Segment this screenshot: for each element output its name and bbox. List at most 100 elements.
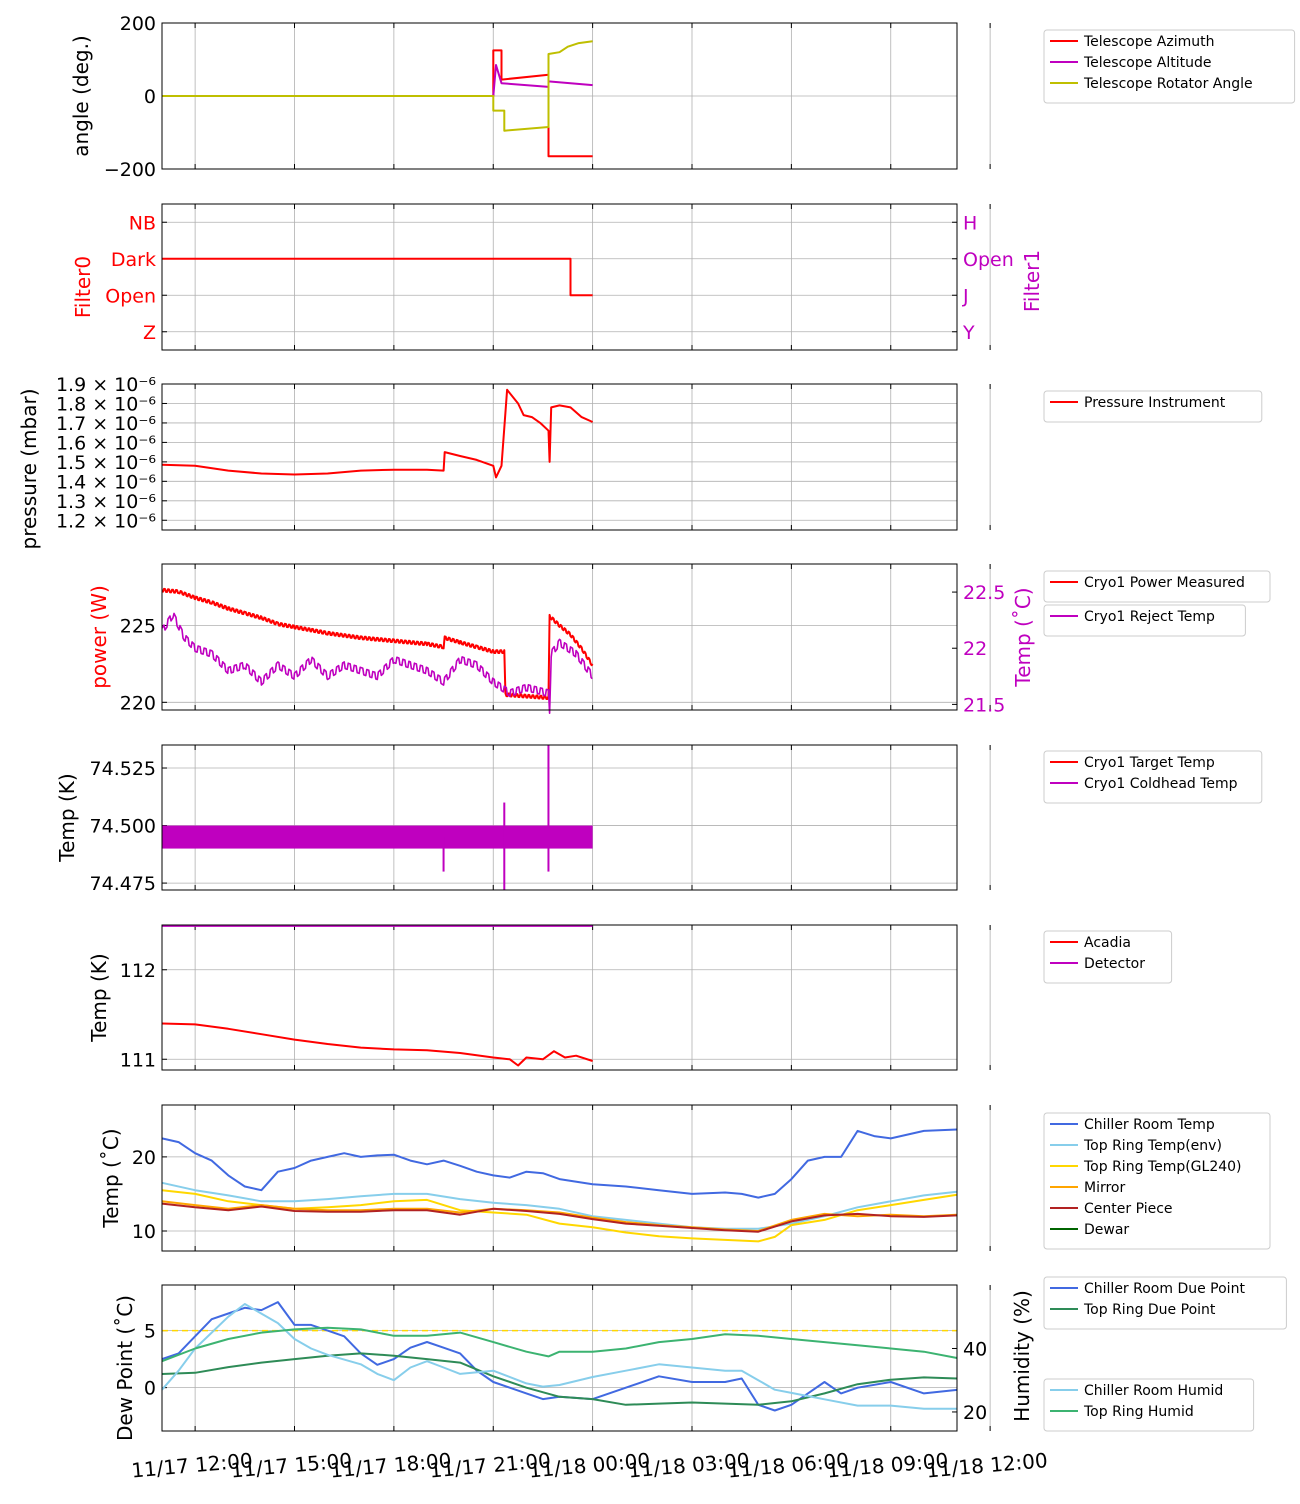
y-right-tick-label: Y (962, 322, 975, 344)
y-tick-label: Open (105, 285, 156, 307)
y-tick-label: 1.8 × 10⁻⁶ (56, 393, 156, 415)
y-right-tick-label: 21.5 (963, 694, 1005, 716)
y-tick-label: 0 (144, 86, 156, 108)
y-tick-label: 74.475 (90, 873, 156, 895)
legend-label: Cryo1 Reject Temp (1084, 609, 1215, 625)
legend-label: Center Piece (1084, 1201, 1173, 1217)
legend-box (1043, 29, 1296, 104)
legend-label: Chiller Room Humid (1084, 1383, 1223, 1399)
y-axis-label: Temp (K) (87, 953, 111, 1042)
legend-label: Top Ring Humid (1083, 1404, 1194, 1420)
series-line-telescope-azimuth (162, 49, 593, 158)
legend-label: Top Ring Temp(env) (1083, 1138, 1222, 1154)
series-line-acadia (161, 1022, 593, 1067)
y-tick-label: 225 (120, 615, 156, 637)
y-axis-label: Temp (˚C) (99, 1128, 123, 1228)
series-line-telescope-altitude (162, 64, 593, 97)
series-line-telescope-rotator-angle (162, 40, 593, 132)
dewpoint-frame (161, 1284, 958, 1432)
y-axis-label: pressure (mbar) (17, 388, 41, 549)
legend-label: Pressure Instrument (1084, 395, 1226, 411)
y-tick-label: 112 (120, 960, 156, 982)
y-tick-label: 111 (120, 1049, 156, 1071)
series-line-top-ring-temp-env- (161, 1181, 958, 1230)
legend-box (1043, 1112, 1271, 1250)
series-line-filter0 (162, 257, 593, 297)
y-tick-label: 220 (120, 692, 156, 714)
legend-label: Acadia (1084, 935, 1131, 951)
y-tick-label: 1.5 × 10⁻⁶ (56, 452, 156, 474)
legend-box (1043, 1378, 1255, 1432)
y-axis-label: Dew Point (˚C) (113, 1295, 137, 1441)
legend-label: Chiller Room Due Point (1084, 1281, 1245, 1297)
legend-box (1043, 750, 1263, 804)
series-line-pressure-instrument (161, 388, 594, 479)
series-line-center-piece (161, 1202, 958, 1233)
legend-box (1043, 604, 1246, 637)
legend-label: Cryo1 Coldhead Temp (1084, 776, 1238, 792)
legend-box (1043, 930, 1173, 984)
y-right-tick-label: 40 (963, 1338, 987, 1360)
cryo-power-frame (161, 563, 958, 711)
coldhead-band (162, 825, 593, 849)
legend-label: Top Ring Temp(GL240) (1083, 1159, 1242, 1175)
legend-box (1043, 1276, 1287, 1330)
series-line-mirror (161, 1200, 958, 1232)
y-right-tick-label: 20 (963, 1402, 987, 1424)
y-tick-label: 1.4 × 10⁻⁶ (56, 471, 156, 493)
legend-label: Telescope Rotator Angle (1083, 76, 1253, 92)
cryo-temps-frame (161, 744, 958, 891)
series-line-chiller-room-due-point (161, 1301, 958, 1412)
legend-label: Cryo1 Target Temp (1084, 755, 1215, 771)
legend-label: Detector (1084, 956, 1145, 972)
y-tick-label: 74.500 (90, 816, 156, 838)
y-tick-label: −200 (104, 159, 156, 181)
y-tick-label: 1.6 × 10⁻⁶ (56, 432, 156, 454)
y-right-axis-label: Filter1 (1020, 250, 1044, 312)
series-line-top-ring-humid (161, 1326, 958, 1363)
y-tick-label: 5 (144, 1321, 156, 1343)
legend-label: Dewar (1084, 1222, 1129, 1238)
series-line-cryo1-reject-temp (161, 612, 593, 714)
legend-label: Mirror (1084, 1180, 1125, 1196)
y-right-axis-label: Humidity (%) (1010, 1290, 1034, 1422)
y-tick-label: 1.7 × 10⁻⁶ (56, 413, 156, 435)
legend-label: Telescope Altitude (1083, 55, 1212, 71)
y-axis-label: angle (deg.) (69, 35, 93, 157)
y-tick-label: 1.9 × 10⁻⁶ (56, 374, 156, 396)
y-axis-label: Filter0 (71, 256, 95, 318)
series-line-cryo1-power-measured (161, 587, 594, 700)
y-right-tick-label: Open (963, 249, 1014, 271)
y-tick-label: Z (143, 322, 156, 344)
y-right-tick-label: H (963, 212, 977, 234)
y-right-tick-label: J (962, 285, 969, 307)
y-tick-label: NB (129, 212, 156, 234)
legend-label: Top Ring Due Point (1083, 1302, 1216, 1318)
series-line-top-ring-due-point (161, 1352, 958, 1406)
y-right-tick-label: 22 (963, 638, 987, 660)
telescope-frame (161, 22, 958, 170)
acadia-frame (161, 924, 958, 1071)
pressure-frame (161, 383, 958, 531)
y-tick-label: 1.2 × 10⁻⁶ (56, 510, 156, 532)
filters-frame (161, 203, 958, 351)
y-tick-label: 10 (132, 1221, 156, 1243)
legend-label: Chiller Room Temp (1084, 1117, 1215, 1133)
y-tick-label: 0 (144, 1378, 156, 1400)
legend-label: Telescope Azimuth (1083, 34, 1214, 50)
y-tick-label: 200 (120, 13, 156, 35)
y-right-axis-label: Temp (˚C) (1011, 587, 1035, 687)
y-tick-label: 1.3 × 10⁻⁶ (56, 491, 156, 513)
y-tick-label: 20 (132, 1147, 156, 1169)
y-right-tick-label: 22.5 (963, 582, 1005, 604)
y-tick-label: 74.525 (90, 758, 156, 780)
series-line-chiller-room-temp (161, 1128, 958, 1199)
legend-label: Cryo1 Power Measured (1084, 575, 1245, 591)
environment-frame (161, 1104, 958, 1252)
y-axis-label: power (W) (87, 585, 111, 689)
legend-box (1043, 570, 1271, 603)
series-line-chiller-room-humid (161, 1303, 957, 1410)
y-axis-label: Temp (K) (55, 773, 79, 862)
